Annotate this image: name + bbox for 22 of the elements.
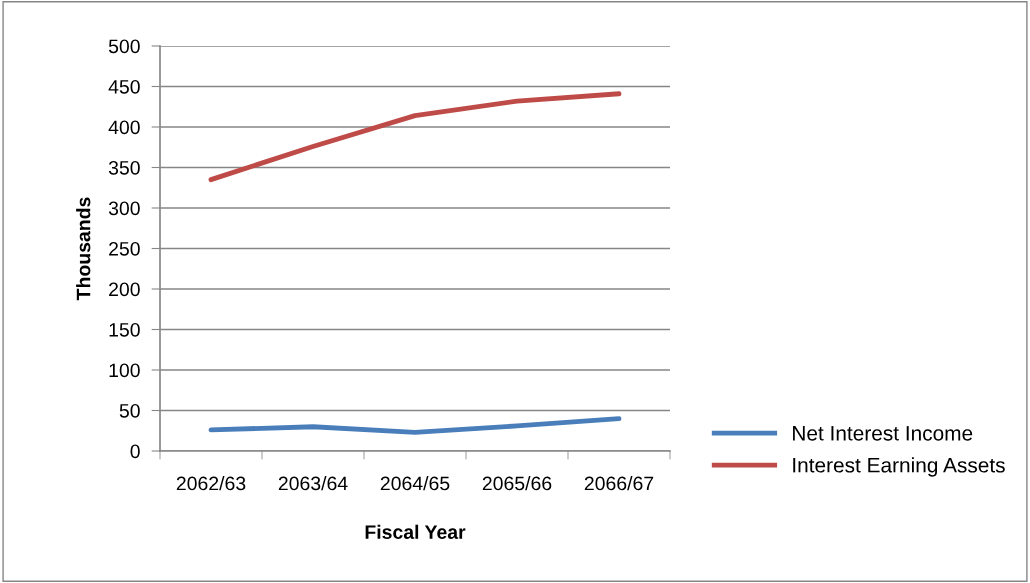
x-tick-label: 2066/67 — [584, 476, 654, 491]
y-tick-label: 100 — [109, 363, 140, 378]
legend-label: Net Interest Income — [793, 426, 973, 441]
y-tick-label: 0 — [130, 444, 140, 459]
line-series — [208, 91, 622, 183]
x-tick-label: 2064/65 — [380, 476, 450, 491]
x-tick-label: 2065/66 — [482, 476, 552, 491]
y-tick-label: 350 — [108, 160, 140, 175]
x-tick-label: 2062/63 — [176, 476, 246, 491]
x-tick-label: 2063/64 — [278, 476, 348, 491]
y-tick-label: 250 — [109, 241, 140, 256]
y-tick-label: 300 — [108, 201, 140, 216]
y-tick-label: 500 — [108, 39, 140, 54]
y-tick-label: 450 — [108, 79, 140, 94]
y-axis-title: Thousands — [76, 197, 91, 301]
legend-label: Interest Earning Assets — [793, 457, 1005, 477]
y-tick-label: 200 — [109, 282, 140, 297]
y-tick-label: 400 — [108, 120, 140, 135]
y-tick-label: 50 — [119, 403, 140, 418]
x-axis-title: Fiscal Year — [365, 524, 466, 539]
y-tick-label: 150 — [109, 322, 140, 337]
line-series — [208, 416, 622, 435]
